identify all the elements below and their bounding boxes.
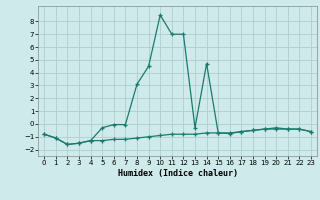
X-axis label: Humidex (Indice chaleur): Humidex (Indice chaleur) <box>118 169 238 178</box>
